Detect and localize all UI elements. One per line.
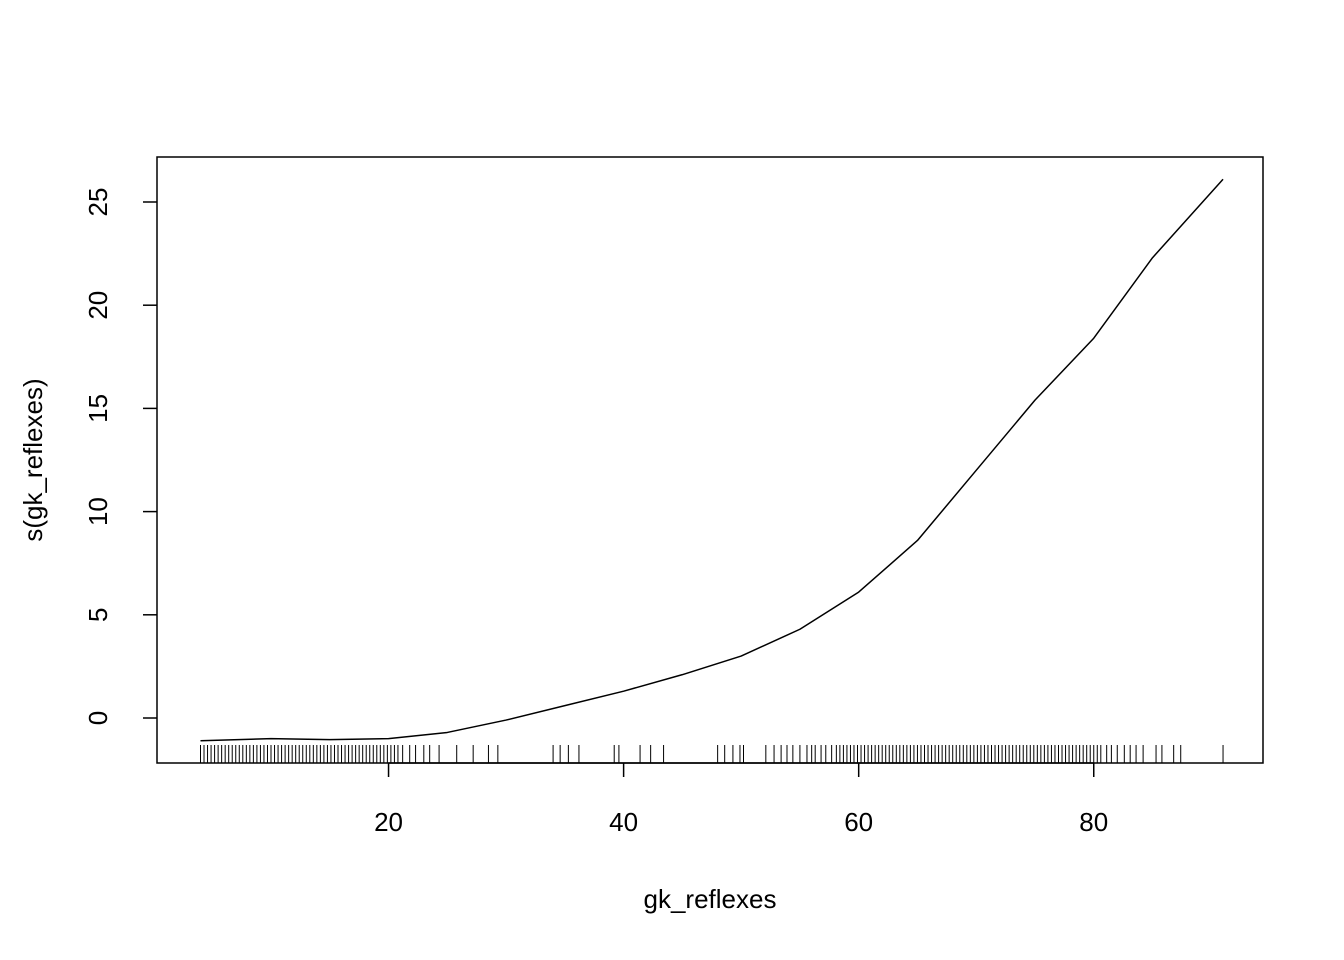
y-tick-label: 15 — [83, 394, 113, 423]
x-tick-label: 60 — [844, 807, 873, 837]
smooth-line — [200, 178, 1224, 742]
y-tick-label: 25 — [83, 188, 113, 217]
y-tick-label: 10 — [83, 497, 113, 526]
x-tick-label: 80 — [1079, 807, 1108, 837]
y-tick-label: 0 — [83, 711, 113, 725]
y-axis-label: s(gk_reflexes) — [18, 378, 48, 541]
x-tick-label: 40 — [609, 807, 638, 837]
x-axis-label: gk_reflexes — [644, 884, 777, 914]
x-tick-label: 20 — [374, 807, 403, 837]
y-tick-label: 5 — [83, 608, 113, 622]
y-tick-label: 20 — [83, 291, 113, 320]
plot-frame — [156, 156, 1264, 764]
